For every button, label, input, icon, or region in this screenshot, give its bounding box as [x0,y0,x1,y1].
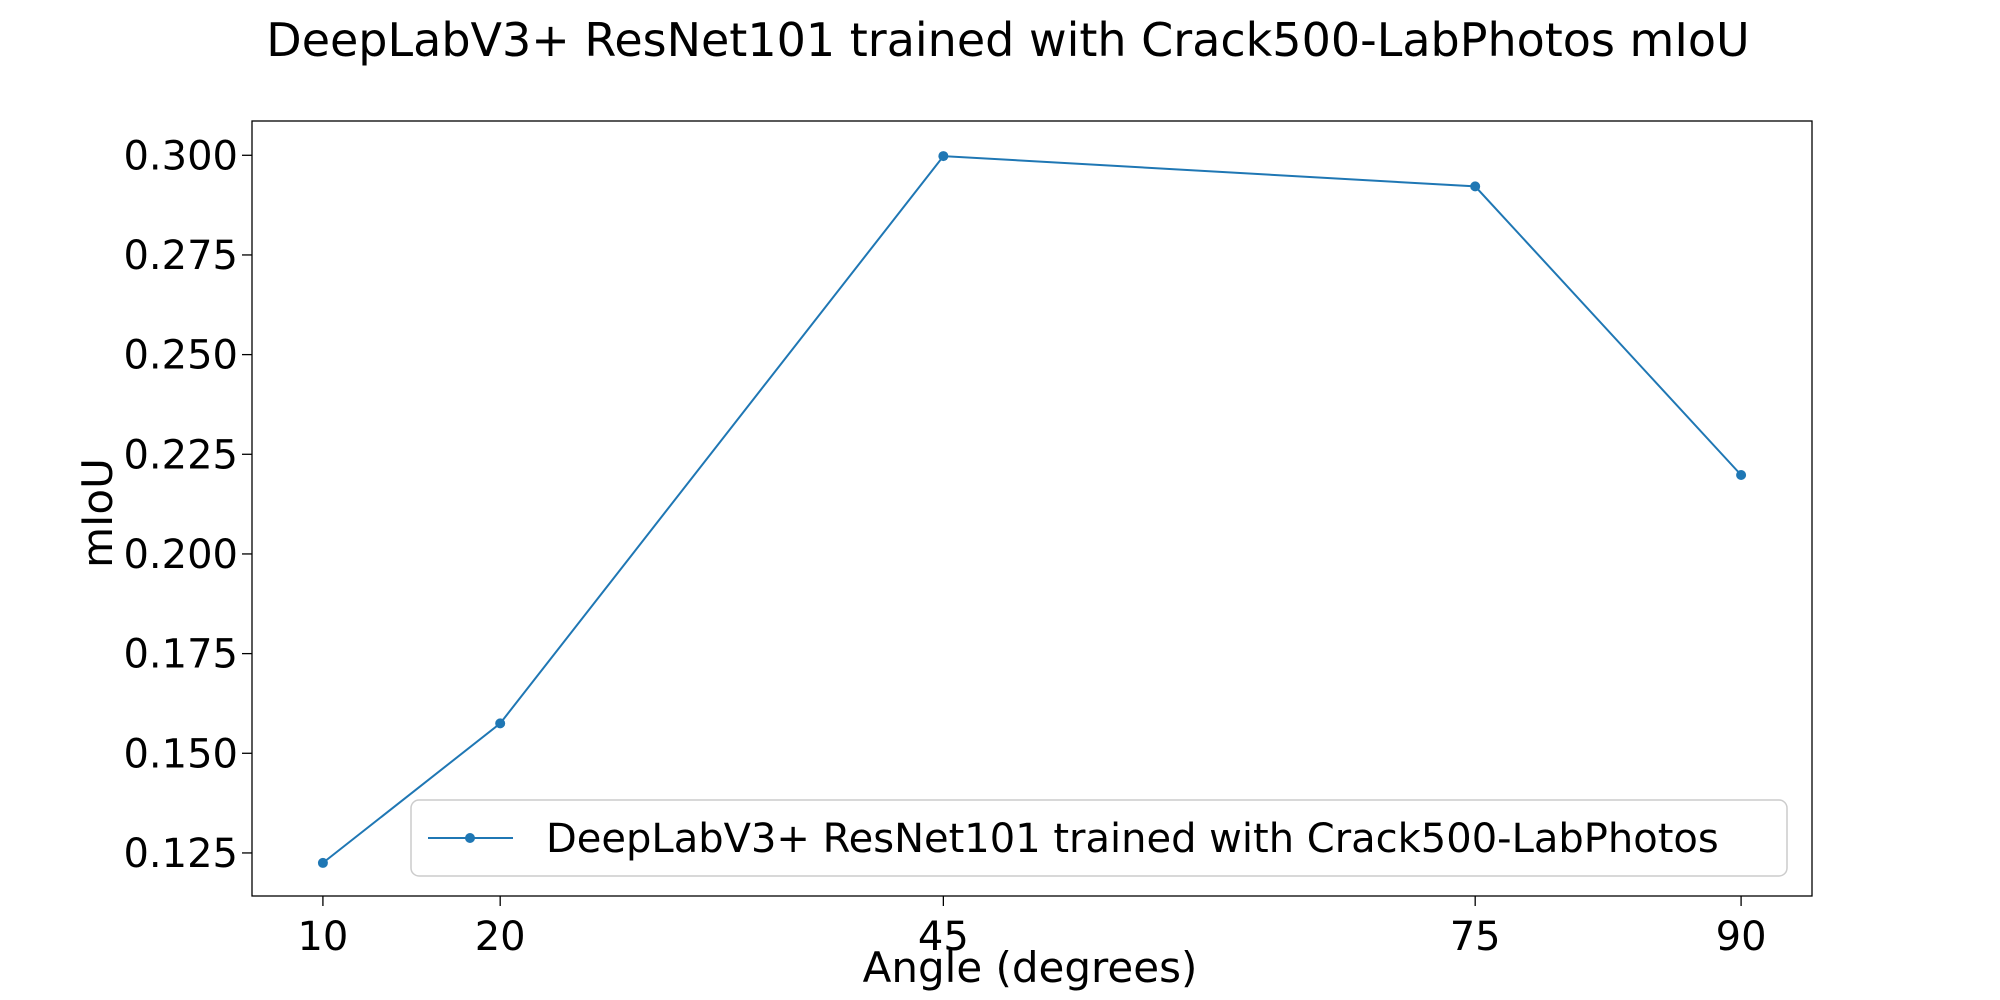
data-point [1736,470,1747,481]
y-tick-label: 0.125 [123,831,238,877]
x-tick-label: 10 [297,914,348,960]
x-tick-label: 20 [475,914,526,960]
y-tick-label: 0.175 [123,632,238,678]
series-layer [317,151,1747,868]
chart-title: DeepLabV3+ ResNet101 trained with Crack5… [266,13,1749,67]
x-tick-label: 75 [1450,914,1501,960]
y-tick-label: 0.275 [123,233,238,279]
legend: DeepLabV3+ ResNet101 trained with Crack5… [410,799,1788,877]
x-axis: 10 20 45 75 90 [297,896,1767,960]
data-point [938,151,949,162]
x-axis-label: Angle (degrees) [863,943,1198,992]
plot-area [251,120,1813,897]
data-point [1470,181,1481,192]
legend-box [410,799,1788,877]
y-axis-label: mIoU [73,458,122,568]
y-tick-label: 0.225 [123,432,238,478]
data-point [495,718,506,729]
y-axis: 0.125 0.150 0.175 0.200 0.225 0.250 0.275 0.300 [123,133,252,877]
x-tick-label: 90 [1716,914,1767,960]
legend-entry-label: DeepLabV3+ ResNet101 trained with Crack5… [546,816,1719,862]
data-point [317,857,328,868]
y-tick-label: 0.250 [123,333,238,379]
y-tick-label: 0.200 [123,532,238,578]
y-tick-label: 0.150 [123,731,238,777]
legend-marker-swatch [465,833,475,843]
y-tick-label: 0.300 [123,133,238,179]
x-tick-label: 45 [918,914,969,960]
plot-frame [251,120,1813,897]
